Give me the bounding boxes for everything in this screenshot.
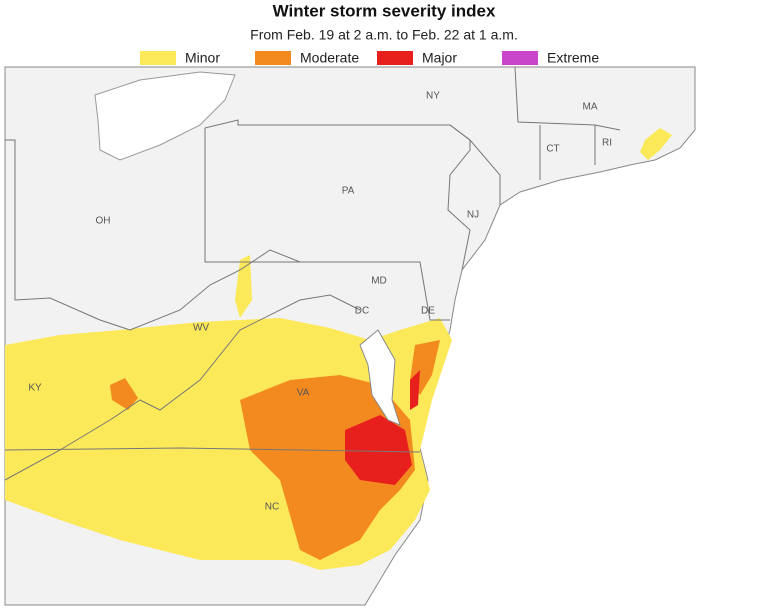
state-label: MD [371,276,387,287]
border [204,128,450,321]
subtitle: From Feb. 19 at 2 a.m. to Feb. 22 at 1 a… [250,27,518,43]
title: Winter storm severity index [273,1,496,20]
chesapeake-bay [359,329,401,426]
legend-label: Extreme [547,50,599,66]
state-label: VA [297,388,310,399]
lake-erie [94,71,236,161]
state-label: NY [426,91,440,102]
legend-swatch [140,51,176,65]
minor-area [640,128,672,160]
state-label: PA [342,186,355,197]
state-label: DC [355,306,369,317]
border [539,125,596,180]
state-labels: NY MA CT RI PA NJ OH MD DE DC WV VA KY NC [28,91,612,513]
legend-swatch [502,51,538,65]
moderate-area [110,378,138,410]
state-label: DE [421,306,435,317]
state-label: OH [96,216,111,227]
legend: Minor Moderate Major Extreme [140,50,599,66]
state-borders [4,66,621,481]
state-label: KY [28,383,42,394]
state-label: CT [546,144,559,155]
legend-swatch [377,51,413,65]
map: NY MA CT RI PA NJ OH MD DE DC WV VA KY NC [4,66,696,606]
state-label: NJ [467,210,479,221]
state-label: MA [583,102,598,113]
border [4,294,361,481]
state-label: NC [265,502,279,513]
border [514,66,621,131]
legend-label: Minor [185,50,220,66]
border [4,447,421,453]
border [447,124,471,271]
legend-swatch [255,51,291,65]
state-label: WV [193,323,209,334]
legend-label: Major [422,50,457,66]
major-area [345,415,412,485]
severity-areas [5,128,672,570]
legend-label: Moderate [300,50,359,66]
state-label: RI [602,138,612,149]
major-area [410,370,420,410]
border [5,139,301,331]
